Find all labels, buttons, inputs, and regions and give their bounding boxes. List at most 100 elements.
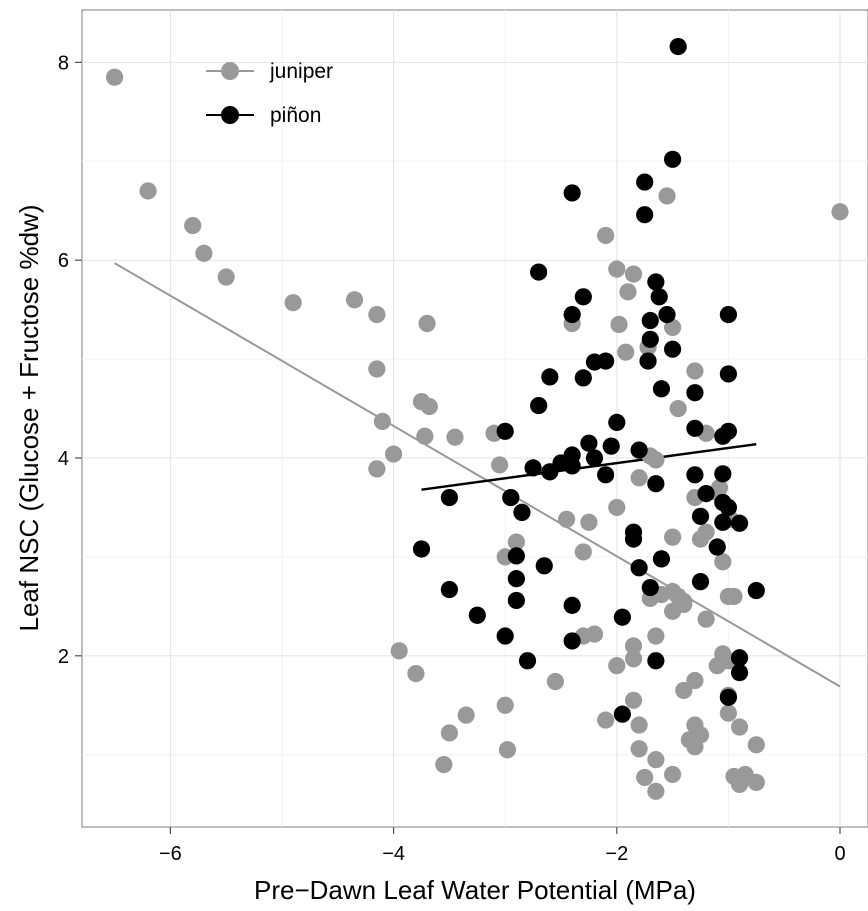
data-point-juniper — [730, 718, 749, 736]
data-point-juniper — [664, 318, 682, 337]
data-point-pinon — [563, 632, 581, 650]
data-point-juniper — [691, 530, 710, 548]
data-point-juniper — [574, 543, 592, 561]
data-point-juniper — [719, 704, 738, 722]
data-point-juniper — [647, 627, 665, 645]
data-point-juniper — [585, 625, 604, 643]
data-point-pinon — [686, 419, 704, 437]
data-point-juniper — [491, 456, 509, 474]
data-point-pinon — [636, 173, 654, 191]
data-point-pinon — [613, 705, 631, 723]
data-point-pinon — [440, 580, 458, 599]
legend-key-dot-pinon — [221, 106, 239, 124]
data-point-pinon — [719, 305, 738, 324]
data-point-juniper — [636, 768, 654, 787]
data-point-juniper — [617, 343, 635, 361]
data-point-pinon — [708, 538, 726, 556]
data-point-pinon — [524, 459, 542, 477]
data-point-juniper — [496, 696, 514, 714]
data-point-pinon — [507, 591, 525, 610]
data-point-juniper — [195, 244, 213, 262]
data-point-pinon — [697, 485, 715, 503]
data-point-juniper — [597, 711, 615, 729]
data-point-juniper — [686, 738, 704, 756]
data-point-pinon — [641, 578, 659, 597]
data-point-juniper — [407, 665, 425, 683]
data-point-juniper — [730, 775, 749, 793]
data-point-pinon — [597, 466, 615, 484]
data-point-juniper — [610, 315, 628, 334]
data-point-pinon — [613, 608, 631, 626]
data-point-juniper — [597, 226, 615, 245]
plot-panel — [81, 9, 868, 828]
data-point-juniper — [498, 741, 517, 759]
data-point-pinon — [664, 150, 682, 168]
data-point-juniper — [368, 305, 386, 324]
data-point-pinon — [719, 422, 738, 440]
data-point-juniper — [725, 587, 743, 606]
x-tick-label: −6 — [159, 843, 182, 865]
data-point-pinon — [563, 596, 581, 614]
data-point-pinon — [585, 449, 604, 467]
data-point-pinon — [440, 488, 458, 507]
data-point-pinon — [574, 369, 592, 387]
data-point-pinon — [639, 352, 657, 370]
data-point-pinon — [647, 273, 665, 291]
axes: −6 −4 −2 0 2 4 6 8 — [58, 52, 846, 865]
fit-line-juniper — [114, 262, 841, 688]
data-point-juniper — [624, 691, 643, 709]
data-point-juniper — [580, 513, 598, 531]
data-point-pinon — [496, 627, 514, 645]
data-point-pinon — [714, 513, 732, 531]
fit-line-pinon — [421, 442, 757, 491]
data-point-juniper — [669, 399, 687, 418]
data-point-juniper — [608, 260, 626, 278]
data-point-juniper — [373, 412, 392, 431]
data-point-juniper — [608, 657, 626, 675]
data-point-juniper — [418, 314, 436, 333]
data-point-pinon — [719, 498, 738, 517]
data-point-pinon — [652, 380, 671, 398]
data-point-juniper — [184, 216, 202, 235]
data-point-juniper — [139, 182, 157, 200]
data-point-pinon — [530, 263, 548, 281]
data-point-juniper — [686, 362, 704, 380]
data-point-juniper — [747, 736, 765, 754]
data-point-pinon — [496, 422, 514, 440]
data-point-juniper — [368, 360, 386, 378]
data-point-juniper — [217, 268, 235, 286]
x-tick-label: −2 — [605, 843, 628, 865]
data-point-juniper — [345, 291, 364, 309]
data-points — [106, 37, 849, 800]
x-tick-label: −4 — [382, 843, 405, 865]
data-point-pinon — [641, 330, 659, 348]
legend-label-juniper: juniper — [269, 60, 333, 83]
data-point-pinon — [669, 37, 687, 56]
data-point-pinon — [530, 396, 548, 415]
y-tick-label: 2 — [58, 646, 69, 668]
data-point-juniper — [457, 706, 475, 724]
data-point-pinon — [658, 305, 676, 324]
data-point-juniper — [368, 460, 386, 478]
data-point-pinon — [541, 368, 559, 386]
data-point-pinon — [719, 365, 738, 383]
data-point-juniper — [546, 672, 565, 691]
y-tick-label: 8 — [58, 52, 69, 74]
data-point-pinon — [647, 652, 665, 670]
data-point-pinon — [563, 305, 581, 324]
legend-item-pinon: piñon — [206, 104, 321, 127]
data-point-pinon — [686, 384, 704, 402]
data-point-pinon — [636, 206, 654, 224]
data-point-juniper — [747, 773, 765, 791]
data-point-pinon — [647, 475, 665, 493]
data-point-juniper — [624, 265, 643, 283]
data-point-juniper — [507, 533, 525, 551]
data-point-pinon — [730, 649, 749, 667]
x-axis-title: Pre−Dawn Leaf Water Potential (MPa) — [254, 875, 696, 905]
data-point-juniper — [446, 428, 464, 446]
data-point-pinon — [719, 688, 738, 706]
data-point-juniper — [435, 755, 453, 774]
data-point-juniper — [106, 68, 124, 86]
data-point-juniper — [416, 427, 434, 445]
